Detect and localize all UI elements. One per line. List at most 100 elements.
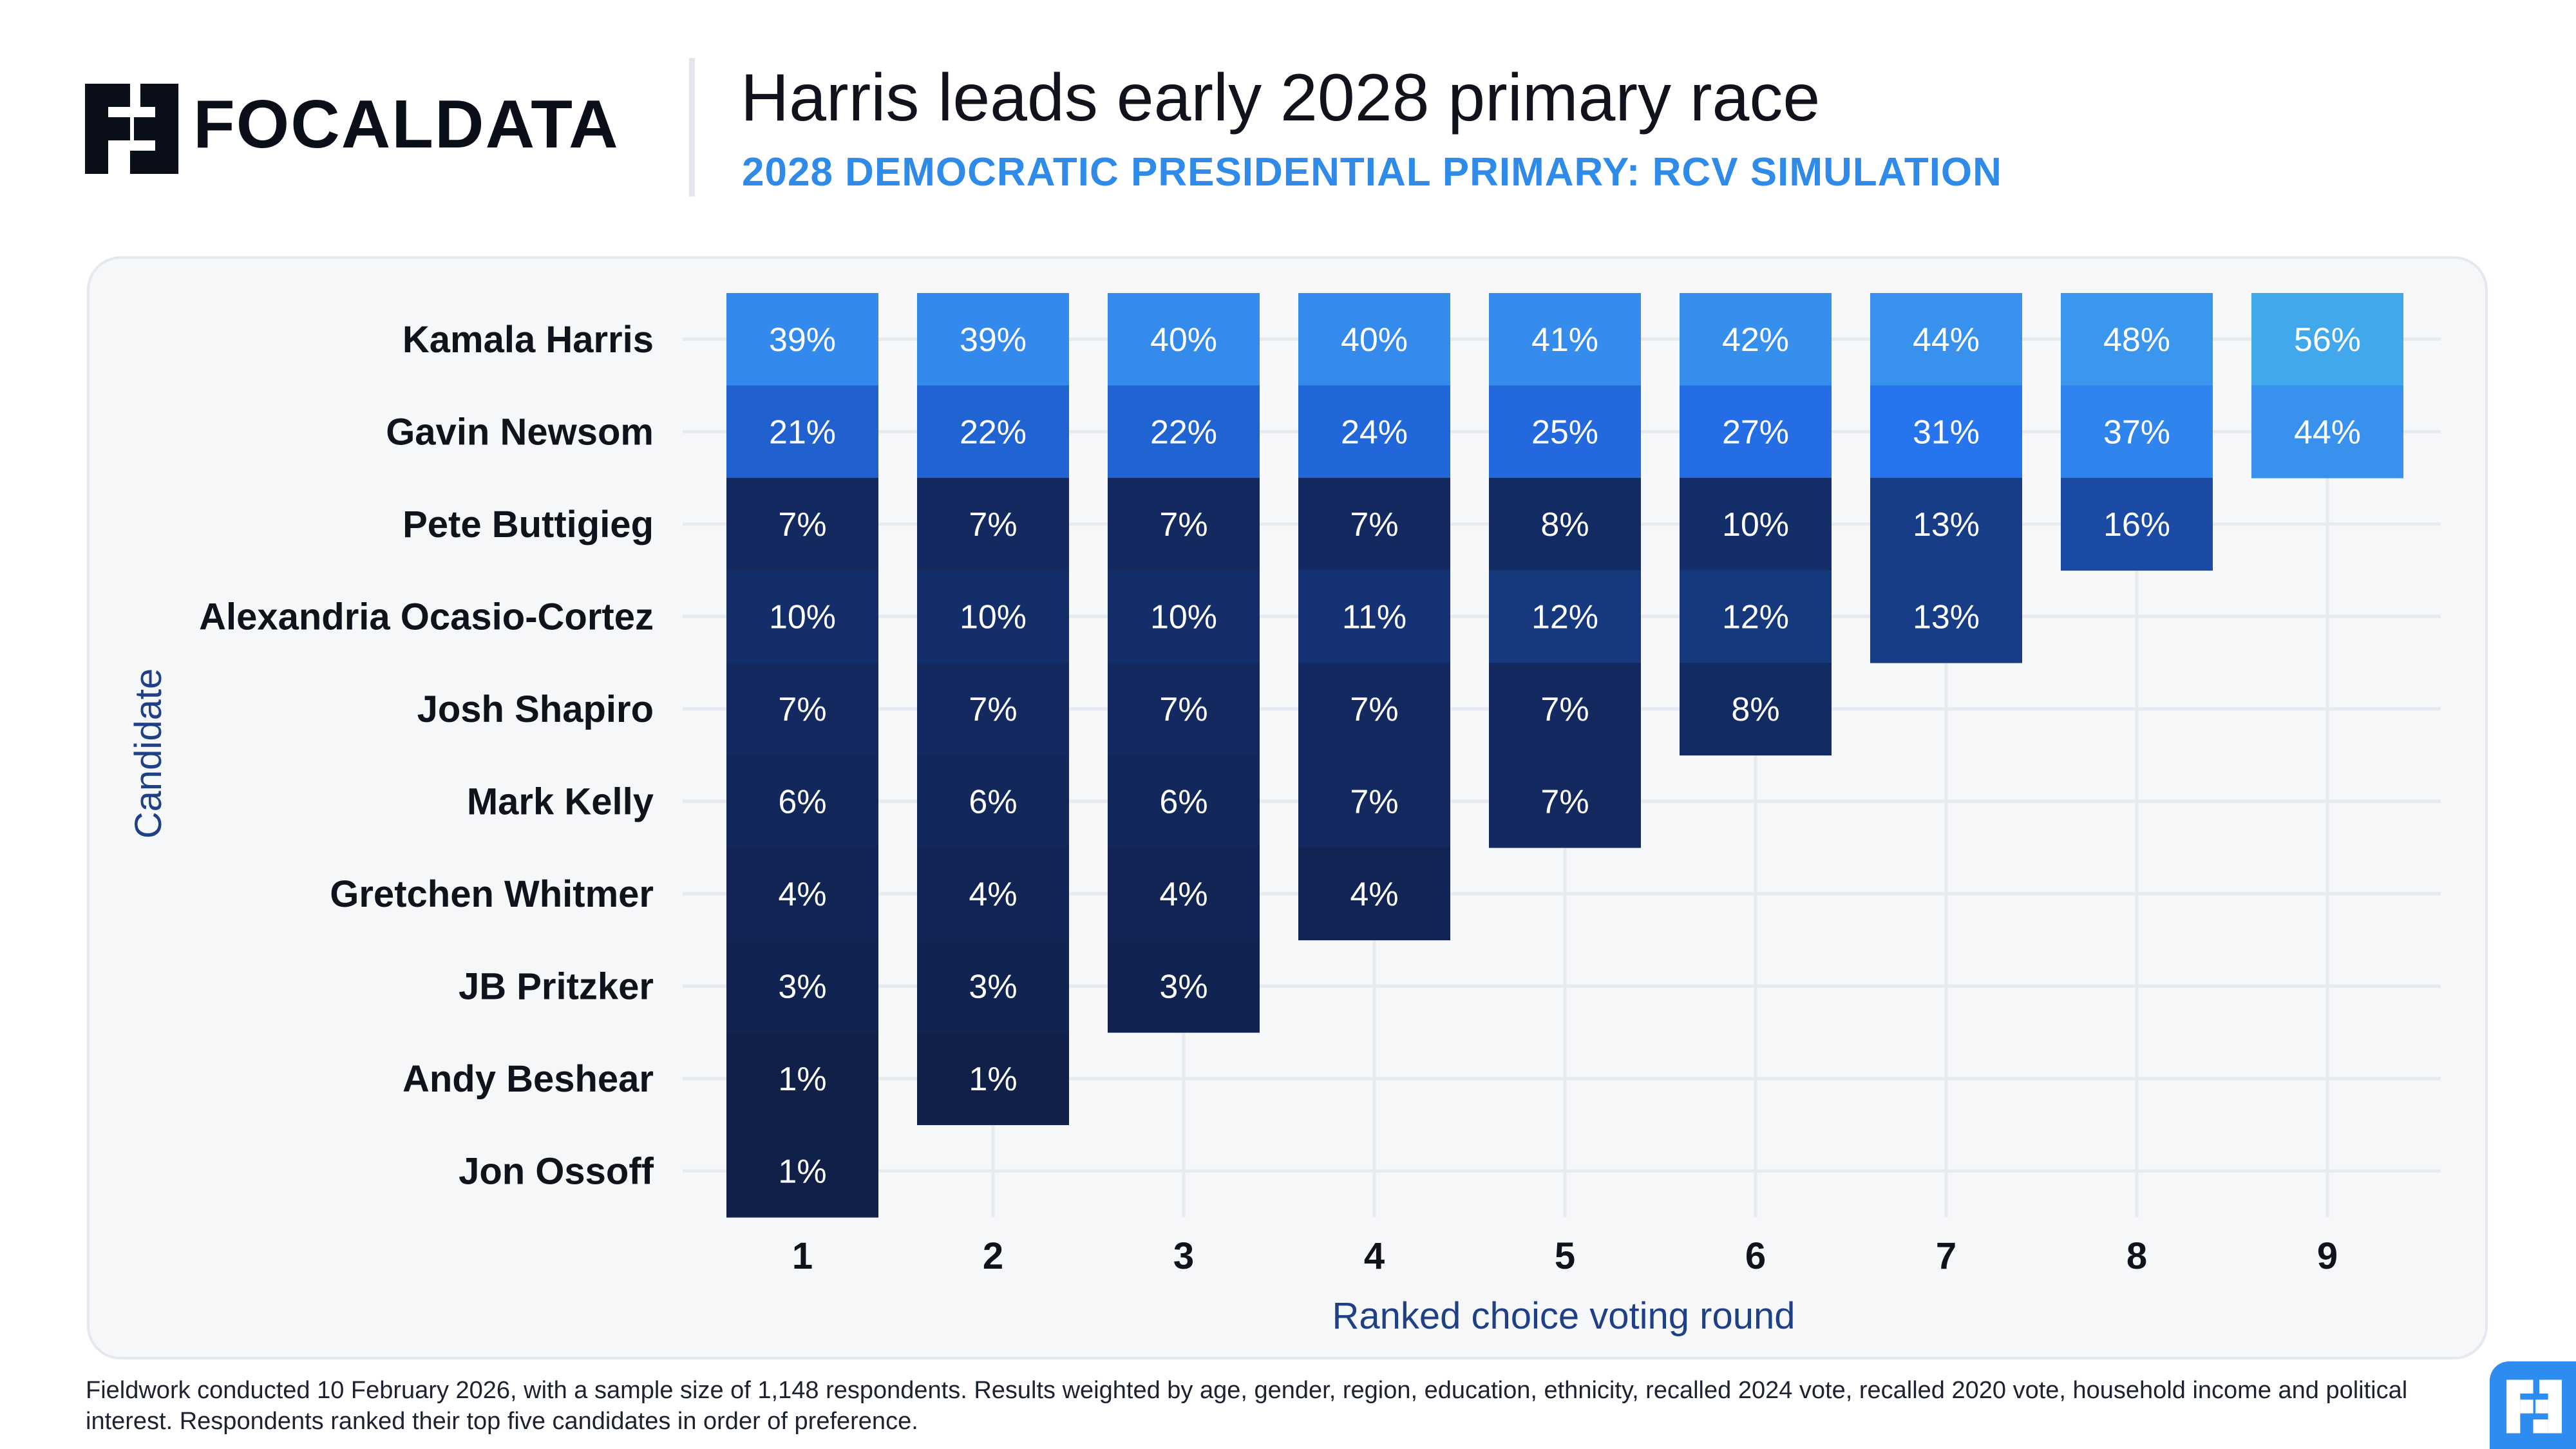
chart-title: Harris leads early 2028 primary race bbox=[741, 61, 1821, 135]
focaldata-badge-icon bbox=[2506, 1379, 2562, 1434]
cell-value-label: 13% bbox=[1913, 598, 1980, 636]
cell-value-label: 11% bbox=[1342, 598, 1406, 636]
heatmap-cell bbox=[1489, 293, 1641, 386]
cell-value-label: 7% bbox=[778, 506, 826, 544]
heatmap-cell bbox=[1489, 478, 1641, 571]
candidate-label: Josh Shapiro bbox=[417, 688, 654, 730]
heatmap-cell bbox=[2061, 478, 2213, 571]
cell-value-label: 3% bbox=[778, 968, 826, 1005]
chart-subtitle: 2028 DEMOCRATIC PRESIDENTIAL PRIMARY: RC… bbox=[742, 150, 2002, 194]
y-axis-title: Candidate bbox=[128, 668, 169, 838]
cell-value-label: 27% bbox=[1722, 413, 1789, 451]
heatmap-cell bbox=[917, 755, 1069, 848]
heatmap-cell bbox=[1298, 570, 1450, 663]
candidate-label: Kamala Harris bbox=[402, 319, 654, 361]
cell-value-label: 7% bbox=[1350, 783, 1398, 820]
cell-value-label: 7% bbox=[1350, 691, 1398, 728]
cell-value-label: 12% bbox=[1531, 598, 1598, 636]
heatmap-cell bbox=[1870, 385, 2022, 478]
cell-value-label: 13% bbox=[1913, 506, 1980, 544]
heatmap-cell bbox=[917, 570, 1069, 663]
cell-value-label: 4% bbox=[1159, 876, 1208, 913]
cell-value-label: 3% bbox=[969, 968, 1017, 1005]
cell-value-label: 39% bbox=[769, 321, 836, 359]
heatmap-cell bbox=[726, 293, 878, 386]
heatmap-cell bbox=[1108, 570, 1260, 663]
cell-value-label: 7% bbox=[969, 506, 1017, 544]
focaldata-logo-icon bbox=[85, 84, 178, 174]
cell-value-label: 8% bbox=[1731, 691, 1779, 728]
heatmap-cell bbox=[2251, 293, 2403, 386]
cell-value-label: 4% bbox=[778, 876, 826, 913]
round-tick-label: 8 bbox=[2126, 1235, 2147, 1277]
heatmap-cell bbox=[1298, 478, 1450, 571]
cell-value-label: 40% bbox=[1341, 321, 1408, 359]
cell-value-label: 7% bbox=[1350, 506, 1398, 544]
cell-value-label: 6% bbox=[969, 783, 1017, 820]
heatmap-cell bbox=[917, 848, 1069, 941]
round-tick-label: 1 bbox=[792, 1235, 813, 1277]
candidate-label: Mark Kelly bbox=[467, 781, 654, 822]
round-tick-label: 6 bbox=[1745, 1235, 1766, 1277]
cell-value-label: 10% bbox=[1150, 598, 1217, 636]
cell-value-label: 7% bbox=[1159, 691, 1208, 728]
heatmap-cell bbox=[726, 940, 878, 1033]
heatmap-cell bbox=[1680, 663, 1832, 756]
cell-value-label: 7% bbox=[1540, 783, 1589, 820]
cell-value-label: 7% bbox=[969, 691, 1017, 728]
heatmap-cell bbox=[726, 848, 878, 941]
heatmap-cell bbox=[1108, 663, 1260, 756]
round-tick-label: 5 bbox=[1555, 1235, 1575, 1277]
cell-value-label: 48% bbox=[2103, 321, 2170, 359]
heatmap-cell bbox=[1108, 940, 1260, 1033]
heatmap-cell bbox=[1298, 385, 1450, 478]
cell-value-label: 6% bbox=[1159, 783, 1208, 820]
cell-value-label: 3% bbox=[1159, 968, 1208, 1005]
heatmap-cell bbox=[1298, 293, 1450, 386]
heatmap-cell bbox=[917, 940, 1069, 1033]
cell-value-label: 8% bbox=[1540, 506, 1589, 544]
corner-logo-badge bbox=[2490, 1361, 2576, 1449]
heatmap-cell bbox=[917, 1032, 1069, 1126]
heatmap-cell bbox=[1108, 385, 1260, 478]
cell-value-label: 44% bbox=[1913, 321, 1980, 359]
cell-value-label: 39% bbox=[960, 321, 1027, 359]
cell-value-label: 21% bbox=[769, 413, 836, 451]
candidate-label: Gavin Newsom bbox=[386, 411, 654, 453]
candidate-label: Jon Ossoff bbox=[459, 1150, 654, 1192]
heatmap-cell bbox=[726, 1032, 878, 1126]
cell-value-label: 56% bbox=[2294, 321, 2361, 359]
cell-value-label: 7% bbox=[1159, 506, 1208, 544]
cell-value-label: 10% bbox=[769, 598, 836, 636]
heatmap-cell bbox=[917, 663, 1069, 756]
cell-value-label: 7% bbox=[778, 691, 826, 728]
heatmap-cell bbox=[726, 755, 878, 848]
heatmap-cell bbox=[1680, 293, 1832, 386]
round-tick-label: 3 bbox=[1173, 1235, 1194, 1277]
heatmap-cell bbox=[1298, 663, 1450, 756]
candidate-label: Gretchen Whitmer bbox=[330, 873, 654, 915]
cell-value-label: 10% bbox=[960, 598, 1027, 636]
heatmap-cell bbox=[1489, 570, 1641, 663]
cell-value-label: 25% bbox=[1531, 413, 1598, 451]
heatmap-cell bbox=[2061, 293, 2213, 386]
cell-value-label: 22% bbox=[960, 413, 1027, 451]
footnote: Fieldwork conducted 10 February 2026, wi… bbox=[86, 1377, 2408, 1435]
cell-value-label: 12% bbox=[1722, 598, 1789, 636]
candidate-label: JB Pritzker bbox=[459, 965, 654, 1007]
heatmap-cell bbox=[1680, 385, 1832, 478]
round-tick-label: 4 bbox=[1364, 1235, 1385, 1277]
cell-value-label: 1% bbox=[969, 1061, 1017, 1098]
candidate-label: Pete Buttigieg bbox=[402, 504, 654, 545]
heatmap-cell bbox=[1108, 755, 1260, 848]
heatmap-cell bbox=[726, 385, 878, 478]
cell-value-label: 6% bbox=[778, 783, 826, 820]
heatmap-cell bbox=[2061, 385, 2213, 478]
heatmap-cell bbox=[1680, 570, 1832, 663]
heatmap-cell bbox=[917, 293, 1069, 386]
heatmap-cell bbox=[2251, 385, 2403, 478]
heatmap-cell bbox=[1870, 570, 2022, 663]
heatmap-cell bbox=[1489, 385, 1641, 478]
heatmap-cell bbox=[726, 478, 878, 571]
